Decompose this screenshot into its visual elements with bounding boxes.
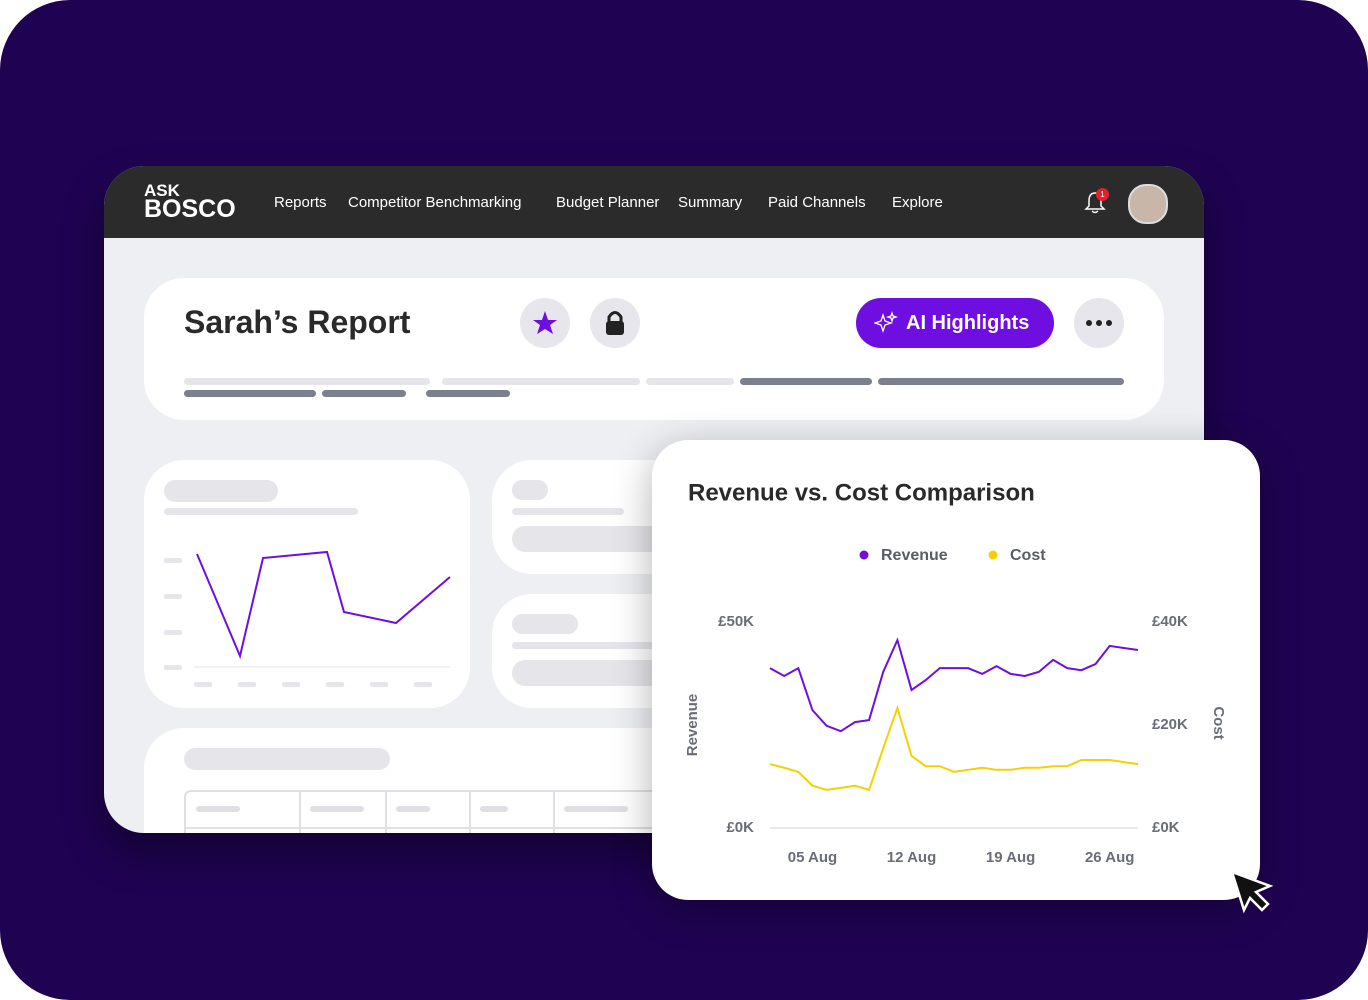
menu-item[interactable]: Budget Planner xyxy=(556,194,660,211)
skeleton xyxy=(184,390,316,397)
skeleton xyxy=(322,390,406,397)
skeleton xyxy=(426,390,510,397)
skeleton xyxy=(164,480,278,502)
mini-chart-card xyxy=(144,460,470,708)
y-tick-label: £50K xyxy=(718,613,754,630)
cursor xyxy=(1230,869,1274,914)
legend-marker xyxy=(859,550,869,560)
menu-item[interactable]: Reports xyxy=(274,194,327,211)
skeleton xyxy=(442,378,640,385)
x-tick-label: 19 Aug xyxy=(986,849,1035,866)
lock-button[interactable] xyxy=(590,298,640,348)
series-line xyxy=(769,704,1139,792)
skeleton xyxy=(512,614,578,634)
notification-badge: 1 xyxy=(1096,188,1109,201)
skeleton xyxy=(164,508,358,515)
y2-axis-title: Cost xyxy=(1210,706,1227,739)
header: ASK BOSCO Reports Competitor Benchmarking… xyxy=(104,166,1204,238)
ai-highlights-button[interactable]: AI Highlights xyxy=(856,298,1054,348)
report-title: Sarah’s Report xyxy=(184,304,411,340)
star-button[interactable] xyxy=(520,298,570,348)
x-tick-label: 05 Aug xyxy=(788,849,837,866)
chart: Revenue vs. Cost Comparison Revenue Cost… xyxy=(684,479,1227,866)
menu-item[interactable]: Paid Channels xyxy=(768,194,866,211)
y-axis-title: Revenue xyxy=(684,694,701,757)
chart-card: Revenue vs. Cost Comparison Revenue Cost… xyxy=(652,440,1260,900)
avatar[interactable] xyxy=(1128,184,1168,224)
legend-marker xyxy=(988,550,998,560)
mini-chart xyxy=(164,550,451,687)
skeleton xyxy=(740,378,872,385)
y-tick-label: £0K xyxy=(726,819,754,836)
skeleton xyxy=(184,378,430,385)
skeleton xyxy=(878,378,1124,385)
skeleton xyxy=(512,480,548,500)
series-line xyxy=(769,637,1139,733)
legend-label: Revenue xyxy=(881,547,948,564)
x-tick-label: 12 Aug xyxy=(887,849,936,866)
more-button[interactable] xyxy=(1074,298,1124,348)
legend-label: Cost xyxy=(1010,547,1046,564)
y2-tick-label: £20K xyxy=(1152,716,1188,733)
y2-tick-label: £0K xyxy=(1152,819,1180,836)
logo-top: ASK xyxy=(144,181,180,200)
logo-bottom: BOSCO xyxy=(144,195,236,223)
menu-item[interactable]: Summary xyxy=(678,194,743,211)
report-card: Sarah’s Report AI Highlights xyxy=(144,278,1164,420)
chart-title: Revenue vs. Cost Comparison xyxy=(688,479,1035,506)
menu-item[interactable]: Explore xyxy=(892,194,943,211)
y2-tick-label: £40K xyxy=(1152,613,1188,630)
skeleton xyxy=(512,508,624,515)
skeleton xyxy=(184,748,390,770)
logo[interactable]: ASK BOSCO xyxy=(144,181,236,223)
skeleton xyxy=(646,378,734,385)
menu-item[interactable]: Competitor Benchmarking xyxy=(348,194,522,211)
ai-highlights-label: AI Highlights xyxy=(906,312,1030,334)
skeleton xyxy=(512,642,752,649)
x-tick-label: 26 Aug xyxy=(1085,849,1134,866)
